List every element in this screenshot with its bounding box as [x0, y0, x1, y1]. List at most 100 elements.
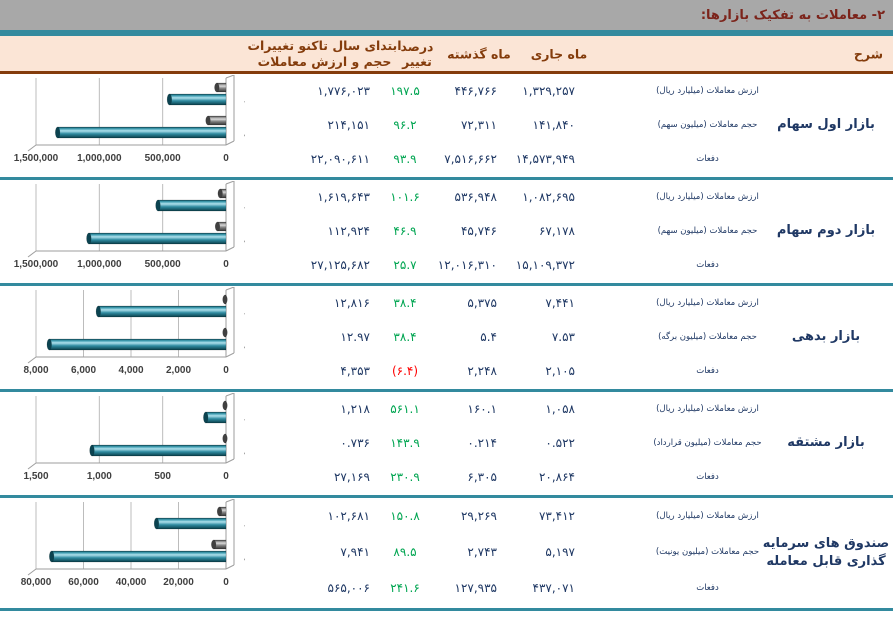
- axis-frame: [27, 568, 37, 576]
- market-name: صندوق های سرمایه گذاری قابل معامله: [762, 535, 890, 569]
- last-month-value: ۱۲,۰۱۶,۳۱۰: [437, 258, 497, 272]
- current-month-value: ۲,۱۰۵: [545, 364, 575, 378]
- header-current-month: ماه جاری: [530, 46, 588, 61]
- volume-bar-cap: [216, 506, 223, 517]
- market-bar-chart: 80,000 60,000 40,000 20,000 0 ماه گذشته ماه جا…: [21, 499, 245, 588]
- metric-label: حجم معاملات (میلیون برگه): [658, 332, 757, 342]
- metric-row: ۰.۷۳۶ ۱۴۳.۹ ۰.۲۱۴ ۰.۵۲۲ حجم معاملات (میل…: [0, 426, 893, 460]
- axis-tick-label: 80,000: [21, 577, 52, 588]
- category-label: ماه گذشته: [244, 413, 245, 424]
- metric-label: حجم معاملات (میلیون سهم): [657, 120, 758, 130]
- pct-change-value: ۵۶۱.۱: [390, 402, 420, 416]
- header-pct-change: درصد تغییر: [400, 38, 434, 69]
- volume-bar-cap: [214, 221, 221, 232]
- metric-label: ارزش معاملات (میلیارد ریال): [656, 511, 759, 521]
- market-section: 1,500,000 1,000,000 500,000 0 ماه گذشته ماه ج…: [0, 74, 893, 180]
- ytd-value: ۱۲,۸۱۶: [333, 296, 370, 310]
- ytd-value: ۷,۹۴۱: [340, 545, 370, 559]
- current-month-value: ۲۰,۸۶۴: [538, 470, 575, 484]
- metric-label: دفعات: [696, 260, 719, 270]
- current-month-value: ۷,۴۴۱: [545, 296, 575, 310]
- axis-tick-label: 1,500,000: [14, 259, 59, 270]
- metric-row: ۱۰۲,۶۸۱ ۱۵۰.۸ ۲۹,۲۶۹ ۷۳,۴۱۲ ارزش معاملات…: [0, 498, 893, 534]
- axis-tick-label: 2,000: [166, 365, 191, 376]
- pct-change-value: ۱۹۷.۵: [390, 84, 420, 98]
- axis-tick-label: 1,000,000: [77, 259, 122, 270]
- metric-rows: ۱,۲۱۸ ۵۶۱.۱ ۱۶۰.۱ ۱,۰۵۸ ارزش معاملات (می…: [0, 392, 893, 495]
- market-bar-chart: 1,500 1,000 500 0 ماه گذشته ماه جاری: [23, 393, 245, 482]
- metric-row: ۷,۹۴۱ ۸۹.۵ ۲,۷۴۳ ۵,۱۹۷ حجم معاملات (میلی…: [0, 534, 893, 570]
- last-month-value: ۵.۴: [480, 330, 497, 344]
- metric-label: دفعات: [696, 583, 719, 593]
- market-bar-chart: 8,000 6,000 4,000 2,000 0 ماه گذشته ماه جاری: [23, 287, 245, 376]
- axis-frame: [225, 393, 235, 397]
- pct-change-value: ۴۶.۹: [393, 224, 417, 238]
- value-bar-cap: [153, 517, 160, 530]
- axis-tick-label: 60,000: [68, 577, 99, 588]
- metric-row: ۲۱۴,۱۵۱ ۹۶.۲ ۷۲,۳۱۱ ۱۴۱,۸۴۰ حجم معاملات …: [0, 108, 893, 142]
- category-label: ماه جاری: [244, 235, 245, 245]
- axis-frame: [27, 144, 37, 152]
- current-month-value: ۱,۰۸۲,۶۹۵: [522, 190, 575, 204]
- ytd-value: ۴,۳۵۳: [340, 364, 370, 378]
- metric-row: ۲۷,۱۲۵,۶۸۲ ۲۵.۷ ۱۲,۰۱۶,۳۱۰ ۱۵,۱۰۹,۳۷۲ دف…: [0, 248, 893, 282]
- category-label: ماه جاری: [244, 341, 245, 351]
- axis-frame: [225, 181, 235, 185]
- last-month-value: ۱۲۷,۹۳۵: [454, 581, 498, 595]
- pct-change-value: ۹۶.۲: [393, 118, 417, 132]
- axis-frame: [225, 499, 235, 503]
- value-bar-cap: [89, 444, 95, 457]
- ytd-value: ۲۷,۱۶۹: [333, 470, 370, 484]
- category-label: ماه گذشته: [244, 201, 245, 212]
- header-ytd: ابتدای سال تاکنو تغییرات حجم و ارزش معام…: [247, 37, 402, 69]
- category-label: ماه گذشته: [244, 95, 245, 106]
- axis-tick-label: 6,000: [71, 365, 96, 376]
- axis-tick-label: 500: [154, 471, 171, 482]
- pct-change-value: ۳۸.۴: [393, 330, 417, 344]
- pct-change-value: ۲۳۰.۹: [390, 470, 420, 484]
- value-bar-cap: [46, 338, 52, 351]
- current-month-value: ۱,۰۵۸: [545, 402, 575, 416]
- metric-rows: ۱۰۲,۶۸۱ ۱۵۰.۸ ۲۹,۲۶۹ ۷۳,۴۱۲ ارزش معاملات…: [0, 498, 893, 608]
- market-section: 1,500 1,000 500 0 ماه گذشته ماه جاری ۱,۲۱۸ ۵۶…: [0, 392, 893, 498]
- metric-rows: ۱۲,۸۱۶ ۳۸.۴ ۵,۳۷۵ ۷,۴۴۱ ارزش معاملات (می…: [0, 286, 893, 389]
- ytd-value: ۱۲.۹۷: [340, 330, 370, 344]
- ytd-value: ۱,۷۷۶,۰۲۳: [317, 84, 370, 98]
- metric-label: دفعات: [696, 366, 719, 376]
- metric-label: ارزش معاملات (میلیارد ریال): [656, 86, 759, 96]
- last-month-value: ۴۴۶,۷۶۶: [454, 84, 498, 98]
- ytd-value: ۲۷,۱۲۵,۶۸۲: [310, 258, 370, 272]
- value-bar-cap: [155, 199, 161, 212]
- metric-label: ارزش معاملات (میلیارد ریال): [656, 298, 759, 308]
- current-month-value: ۱,۳۲۹,۲۵۷: [522, 84, 575, 98]
- metric-row: ۱,۶۱۹,۶۴۳ ۱۰۱.۶ ۵۳۶,۹۴۸ ۱,۰۸۲,۶۹۵ ارزش م…: [0, 180, 893, 214]
- value-bar-cap: [55, 126, 61, 139]
- metric-label: حجم معاملات (میلیون یونیت): [655, 547, 760, 557]
- volume-bar-cap: [205, 115, 211, 126]
- axis-frame: [225, 352, 235, 358]
- market-sections: 1,500,000 1,000,000 500,000 0 ماه گذشته ماه ج…: [0, 74, 893, 611]
- last-month-value: ۰.۲۱۴: [467, 436, 497, 450]
- volume-bar-cap: [222, 327, 228, 338]
- metric-row: ۲۲,۰۹۰,۶۱۱ ۹۳.۹ ۷,۵۱۶,۶۶۲ ۱۴,۵۷۳,۹۴۹ دفع…: [0, 142, 893, 176]
- last-month-value: ۷,۵۱۶,۶۶۲: [444, 152, 497, 166]
- metric-row: ۱,۲۱۸ ۵۶۱.۱ ۱۶۰.۱ ۱,۰۵۸ ارزش معاملات (می…: [0, 392, 893, 426]
- market-name: بازار دوم سهام: [776, 223, 876, 239]
- axis-frame: [225, 564, 235, 570]
- metric-row: ۴,۳۵۳ (۶.۴) ۲,۲۴۸ ۲,۱۰۵ دفعات: [0, 354, 893, 388]
- axis-tick-label: 0: [223, 577, 229, 588]
- last-month-value: ۲,۷۴۳: [467, 545, 497, 559]
- axis-tick-label: 0: [223, 471, 229, 482]
- current-month-value: ۰.۵۲۲: [545, 436, 575, 450]
- current-month-value: ۵,۱۹۷: [545, 545, 575, 559]
- report-title-bar: ۲- معاملات به تفکیک بازارها:: [0, 0, 893, 30]
- volume-bar-cap: [222, 400, 228, 411]
- market-section: 8,000 6,000 4,000 2,000 0 ماه گذشته ماه جاری ۱…: [0, 286, 893, 392]
- axis-tick-label: 20,000: [163, 577, 194, 588]
- axis-frame: [27, 462, 37, 470]
- market-name: بازار اول سهام: [777, 117, 875, 133]
- volume-bar-cap: [211, 539, 217, 550]
- current-month-value: ۱۴۱,۸۴۰: [532, 118, 576, 132]
- category-label: ماه جاری: [244, 553, 245, 563]
- metric-row: ۱۱۲,۹۲۴ ۴۶.۹ ۴۵,۷۴۶ ۶۷,۱۷۸ حجم معاملات (…: [0, 214, 893, 248]
